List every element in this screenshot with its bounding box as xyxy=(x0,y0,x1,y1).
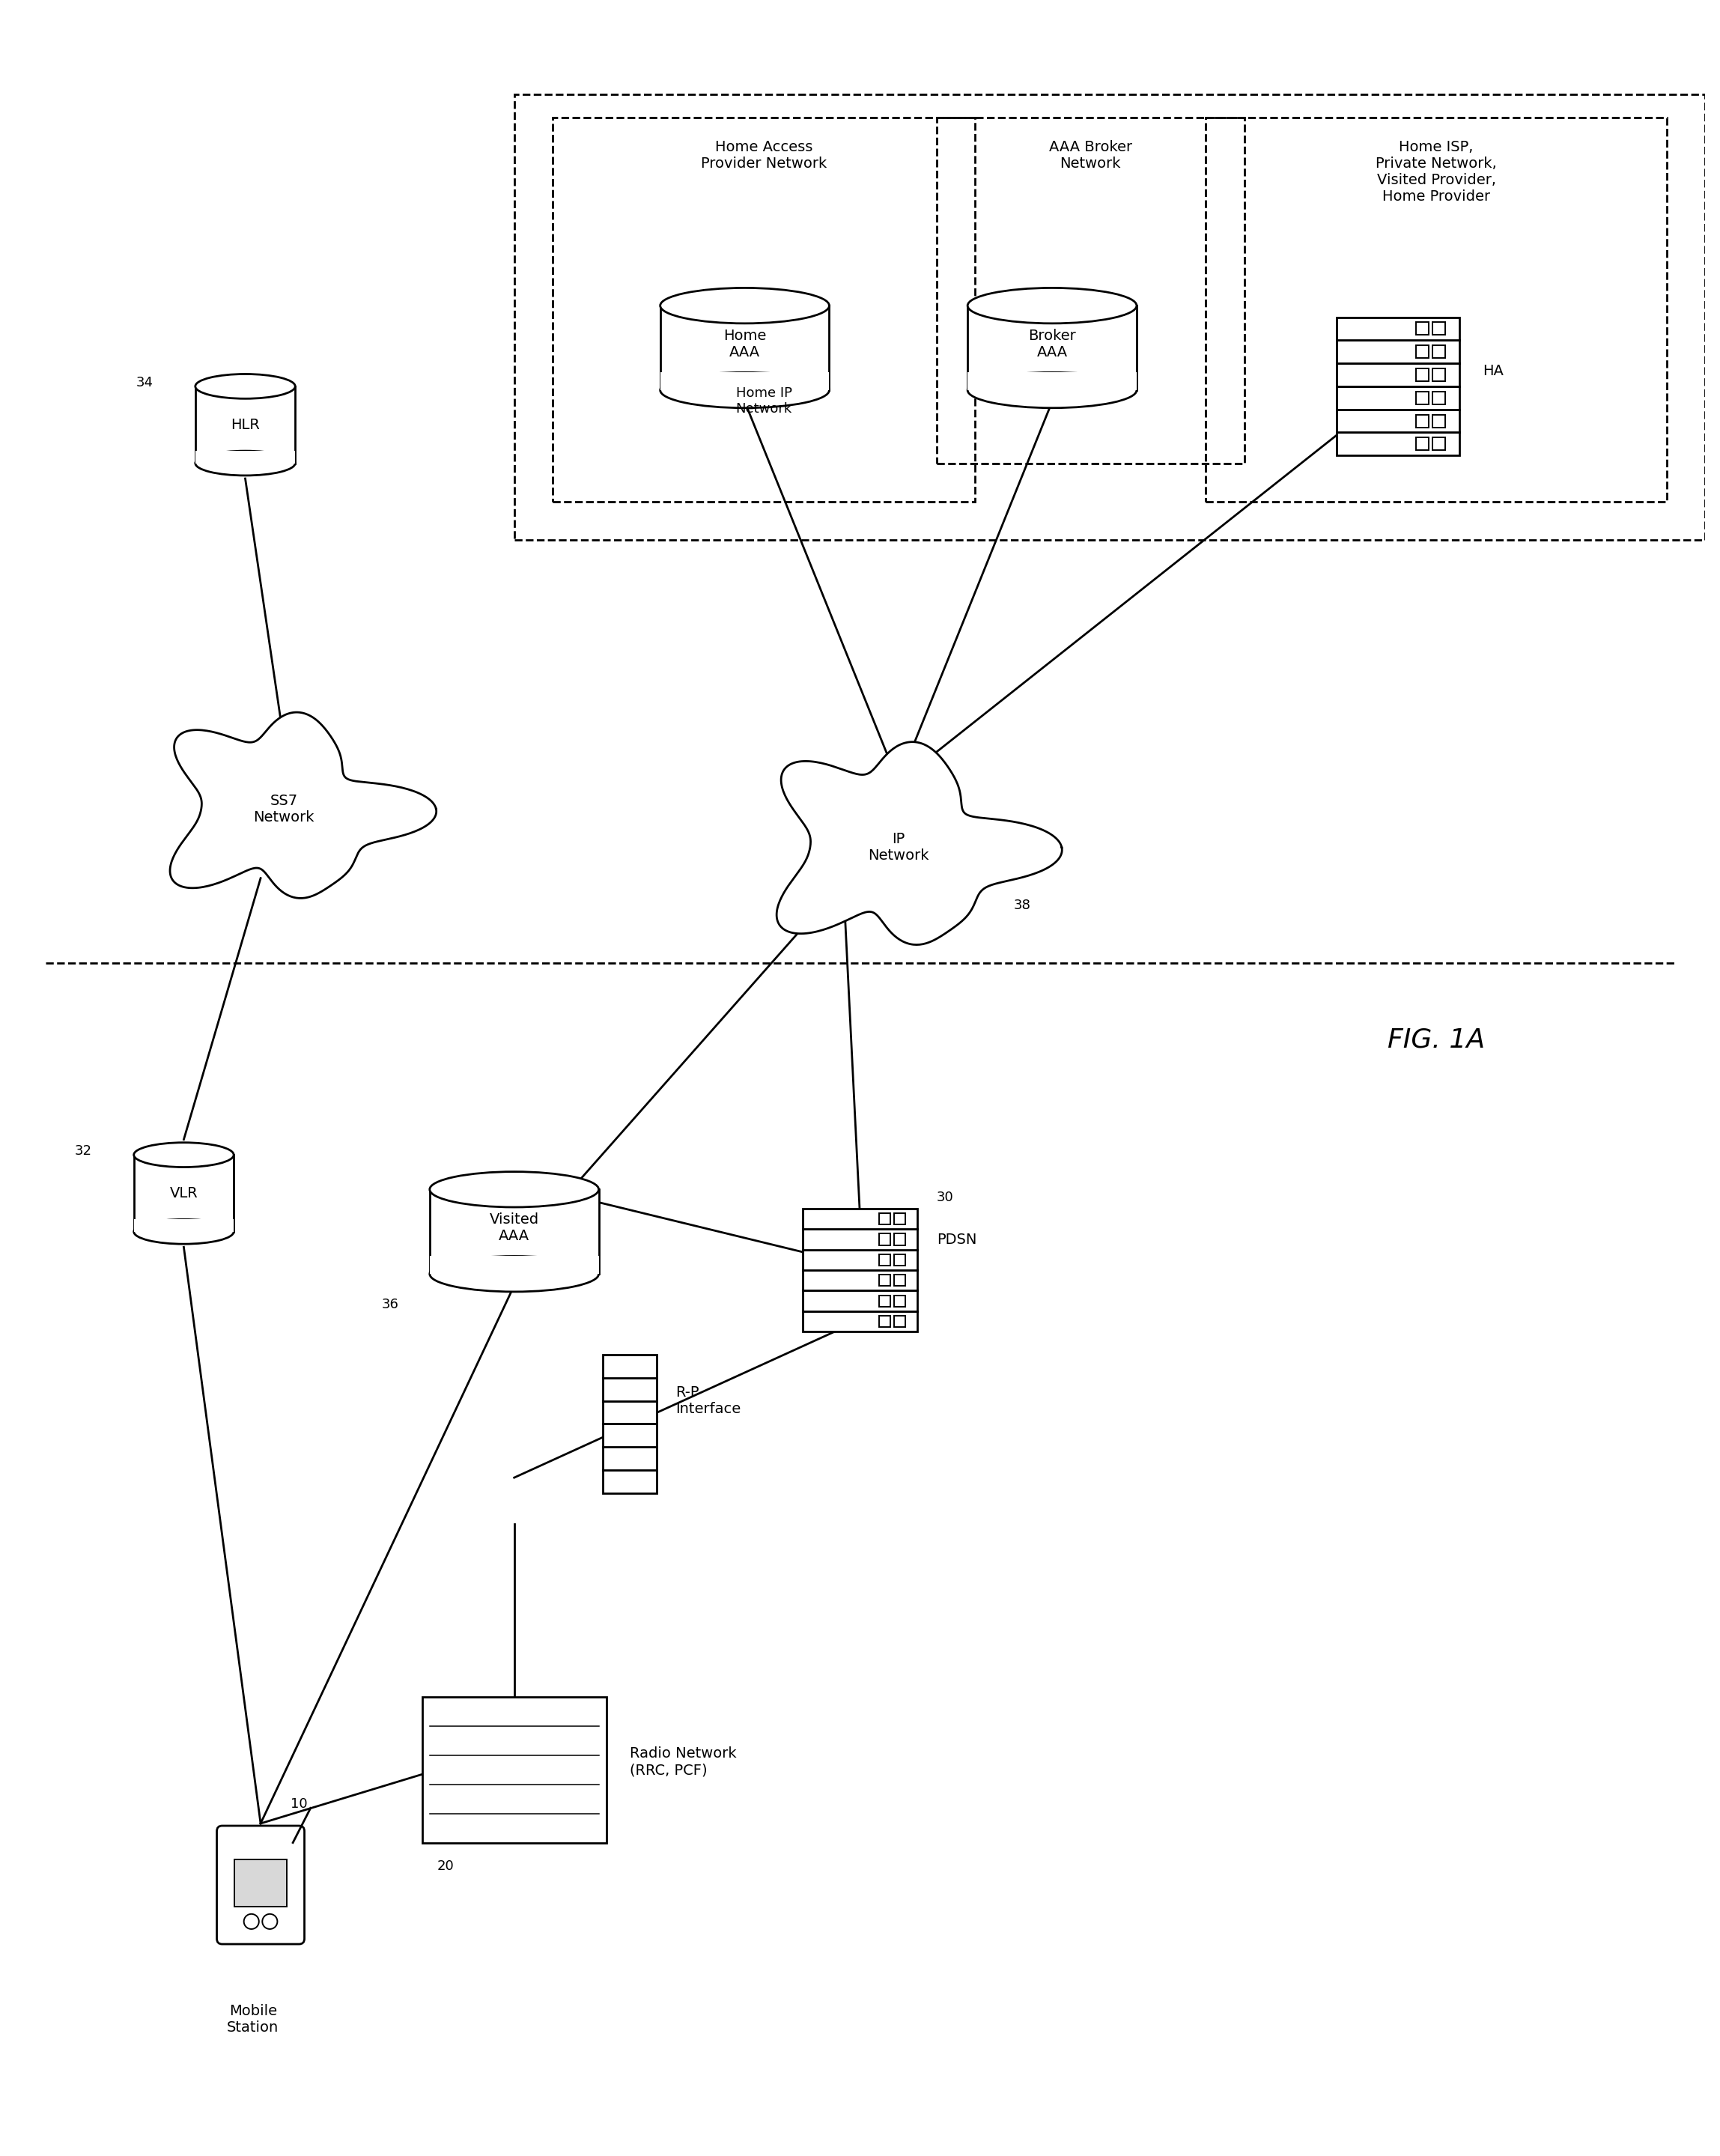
Text: 20: 20 xyxy=(437,1858,454,1874)
FancyBboxPatch shape xyxy=(894,1214,905,1225)
FancyBboxPatch shape xyxy=(968,373,1137,390)
Text: Home IP
Network: Home IP Network xyxy=(736,386,793,416)
FancyBboxPatch shape xyxy=(1433,345,1445,358)
FancyBboxPatch shape xyxy=(802,1210,918,1229)
Text: Mobile
Station: Mobile Station xyxy=(227,2005,279,2035)
FancyBboxPatch shape xyxy=(1416,369,1429,382)
FancyBboxPatch shape xyxy=(894,1315,905,1326)
FancyBboxPatch shape xyxy=(1416,392,1429,403)
FancyBboxPatch shape xyxy=(894,1255,905,1266)
Text: AAA Broker
Network: AAA Broker Network xyxy=(1049,140,1132,170)
FancyBboxPatch shape xyxy=(1433,392,1445,403)
FancyBboxPatch shape xyxy=(1416,323,1429,334)
Text: 32: 32 xyxy=(74,1145,91,1158)
Text: Home Access
Provider Network: Home Access Provider Network xyxy=(702,140,827,170)
FancyBboxPatch shape xyxy=(802,1291,918,1311)
FancyBboxPatch shape xyxy=(1433,414,1445,427)
FancyBboxPatch shape xyxy=(968,306,1137,390)
FancyBboxPatch shape xyxy=(196,451,296,464)
FancyBboxPatch shape xyxy=(602,1401,657,1423)
Polygon shape xyxy=(170,711,437,899)
FancyBboxPatch shape xyxy=(879,1315,891,1326)
FancyBboxPatch shape xyxy=(134,1220,234,1231)
FancyBboxPatch shape xyxy=(802,1270,918,1291)
FancyBboxPatch shape xyxy=(602,1447,657,1470)
FancyBboxPatch shape xyxy=(879,1214,891,1225)
Ellipse shape xyxy=(968,373,1137,407)
FancyBboxPatch shape xyxy=(1433,323,1445,334)
Ellipse shape xyxy=(134,1220,234,1244)
Text: R-P
Interface: R-P Interface xyxy=(676,1386,741,1416)
FancyBboxPatch shape xyxy=(802,1229,918,1250)
FancyBboxPatch shape xyxy=(1336,317,1459,341)
FancyBboxPatch shape xyxy=(879,1274,891,1285)
FancyBboxPatch shape xyxy=(802,1311,918,1332)
FancyBboxPatch shape xyxy=(602,1423,657,1447)
FancyBboxPatch shape xyxy=(602,1378,657,1401)
FancyBboxPatch shape xyxy=(234,1858,287,1906)
Ellipse shape xyxy=(968,289,1137,323)
Text: HLR: HLR xyxy=(230,418,260,431)
Text: SS7
Network: SS7 Network xyxy=(253,793,315,824)
FancyBboxPatch shape xyxy=(1336,341,1459,362)
FancyBboxPatch shape xyxy=(1336,362,1459,386)
Text: HA: HA xyxy=(1483,364,1503,377)
Text: Broker
AAA: Broker AAA xyxy=(1029,328,1077,360)
Text: Home
AAA: Home AAA xyxy=(722,328,765,360)
FancyBboxPatch shape xyxy=(660,306,829,390)
FancyBboxPatch shape xyxy=(134,1156,234,1231)
Text: IP
Network: IP Network xyxy=(869,832,929,862)
Text: FIG. 1A: FIG. 1A xyxy=(1388,1026,1484,1052)
FancyBboxPatch shape xyxy=(602,1470,657,1492)
FancyBboxPatch shape xyxy=(879,1233,891,1244)
Ellipse shape xyxy=(196,373,296,399)
Text: PDSN: PDSN xyxy=(937,1233,977,1246)
Text: 36: 36 xyxy=(382,1298,399,1311)
Ellipse shape xyxy=(430,1257,599,1291)
FancyBboxPatch shape xyxy=(602,1354,657,1378)
Text: Home ISP,
Private Network,
Visited Provider,
Home Provider: Home ISP, Private Network, Visited Provi… xyxy=(1376,140,1496,205)
FancyBboxPatch shape xyxy=(660,373,829,390)
FancyBboxPatch shape xyxy=(1416,438,1429,451)
FancyBboxPatch shape xyxy=(802,1250,918,1270)
Text: 34: 34 xyxy=(136,375,153,390)
Ellipse shape xyxy=(660,373,829,407)
Ellipse shape xyxy=(660,289,829,323)
FancyBboxPatch shape xyxy=(1416,414,1429,427)
Text: 30: 30 xyxy=(937,1190,955,1203)
FancyBboxPatch shape xyxy=(894,1233,905,1244)
FancyBboxPatch shape xyxy=(894,1296,905,1307)
FancyBboxPatch shape xyxy=(1416,345,1429,358)
FancyBboxPatch shape xyxy=(1336,410,1459,433)
Ellipse shape xyxy=(196,451,296,476)
FancyBboxPatch shape xyxy=(1433,438,1445,451)
FancyBboxPatch shape xyxy=(1336,386,1459,410)
Ellipse shape xyxy=(134,1143,234,1166)
FancyBboxPatch shape xyxy=(879,1255,891,1266)
Text: 10: 10 xyxy=(291,1798,308,1811)
Text: Radio Network
(RRC, PCF): Radio Network (RRC, PCF) xyxy=(630,1746,736,1777)
FancyBboxPatch shape xyxy=(217,1826,304,1945)
Polygon shape xyxy=(777,742,1061,944)
FancyBboxPatch shape xyxy=(1433,369,1445,382)
FancyBboxPatch shape xyxy=(1336,433,1459,455)
FancyBboxPatch shape xyxy=(430,1190,599,1274)
FancyBboxPatch shape xyxy=(894,1274,905,1285)
Text: VLR: VLR xyxy=(170,1186,198,1201)
FancyBboxPatch shape xyxy=(196,386,296,464)
Text: Visited
AAA: Visited AAA xyxy=(490,1212,538,1244)
FancyBboxPatch shape xyxy=(430,1257,599,1274)
FancyBboxPatch shape xyxy=(879,1296,891,1307)
FancyBboxPatch shape xyxy=(421,1697,607,1843)
Ellipse shape xyxy=(430,1171,599,1207)
Text: 38: 38 xyxy=(1013,899,1030,912)
